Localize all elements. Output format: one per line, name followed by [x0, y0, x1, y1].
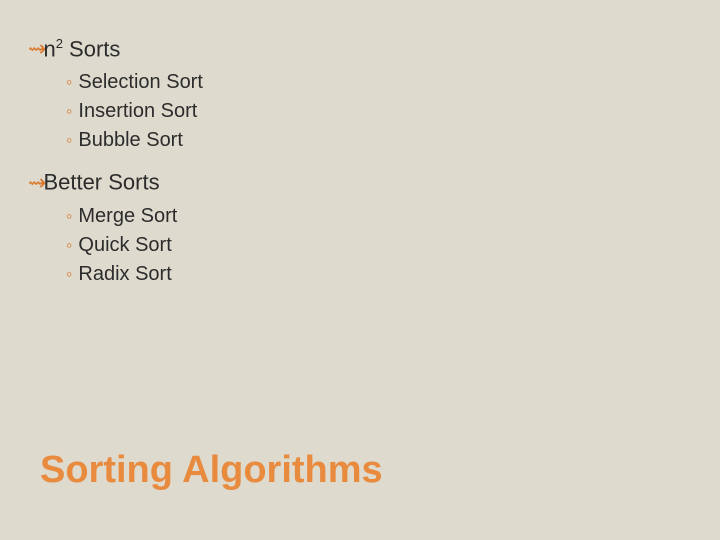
section-heading: ⇝ n2 Sorts [28, 36, 692, 62]
item-label: Bubble Sort [78, 129, 183, 151]
section-heading: ⇝ Better Sorts [28, 169, 692, 195]
list-item: ◦ Radix Sort [66, 260, 692, 289]
sub-bullet-icon: ◦ [66, 206, 72, 226]
main-bullet-icon: ⇝ [28, 36, 43, 62]
heading-superscript: 2 [56, 36, 63, 51]
item-label: Merge Sort [78, 205, 177, 227]
list-item: ◦ Selection Sort [66, 68, 692, 97]
sub-bullet-icon: ◦ [66, 101, 72, 121]
heading-text: Better Sorts [43, 169, 159, 195]
item-label: Radix Sort [78, 263, 171, 285]
slide-content: ⇝ n2 Sorts ◦ Selection Sort ◦ Insertion So… [0, 0, 720, 289]
sub-bullet-icon: ◦ [66, 130, 72, 150]
slide-title: Sorting Algorithms [40, 449, 383, 492]
sub-bullet-icon: ◦ [66, 72, 72, 92]
list-item: ◦ Bubble Sort [66, 126, 692, 155]
item-label: Quick Sort [78, 234, 171, 256]
sub-list: ◦ Merge Sort ◦ Quick Sort ◦ Radix Sort [66, 202, 692, 289]
list-item: ◦ Insertion Sort [66, 97, 692, 126]
list-item: ◦ Merge Sort [66, 202, 692, 231]
list-item: ◦ Quick Sort [66, 231, 692, 260]
heading-prefix: n [43, 36, 55, 61]
main-bullet-icon: ⇝ [28, 170, 43, 196]
heading-prefix: Better Sorts [43, 170, 159, 195]
sub-bullet-icon: ◦ [66, 235, 72, 255]
heading-rest: Sorts [63, 36, 120, 61]
heading-text: n2 Sorts [43, 36, 120, 62]
item-label: Selection Sort [78, 71, 203, 93]
sub-list: ◦ Selection Sort ◦ Insertion Sort ◦ Bubble … [66, 68, 692, 155]
item-label: Insertion Sort [78, 100, 197, 122]
sub-bullet-icon: ◦ [66, 264, 72, 284]
